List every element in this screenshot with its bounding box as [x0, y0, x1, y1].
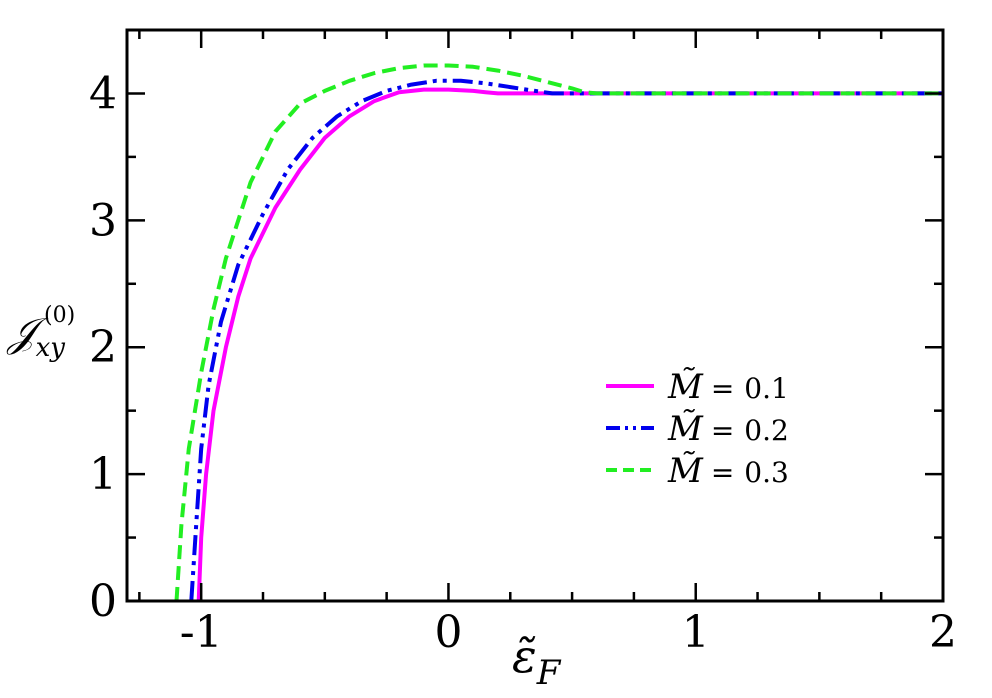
- y-axis-label-sup: (0): [44, 303, 75, 328]
- series-layer: [174, 63, 943, 601]
- ticks-layer: [127, 28, 945, 603]
- x-tick-label: 2: [929, 607, 957, 658]
- series-line-3: [174, 63, 943, 601]
- legend-label-1: M̃ = 0.1: [667, 367, 789, 407]
- y-tick-label: 0: [89, 576, 117, 627]
- x-tick-label: -1: [180, 607, 223, 658]
- y-tick-label: 1: [89, 449, 117, 500]
- series-line-2: [189, 78, 943, 601]
- x-axis-label-main: ε̃: [512, 629, 537, 683]
- plot-frame: [125, 28, 945, 603]
- series-line-1: [196, 87, 943, 601]
- legend: M̃ = 0.1M̃ = 0.2M̃ = 0.3: [606, 367, 789, 491]
- y-tick-label: 4: [89, 68, 117, 119]
- x-axis-label-sub: F: [536, 653, 562, 693]
- x-tick-label: 1: [682, 607, 710, 658]
- tick-labels-layer: -1 0 1 2 0 1 2 3 4: [89, 68, 957, 658]
- y-axis-label: 𝒥xy(0): [6, 303, 75, 363]
- legend-label-3: M̃ = 0.3: [667, 451, 789, 491]
- legend-label-2: M̃ = 0.2: [667, 409, 789, 449]
- y-tick-label: 2: [89, 322, 117, 373]
- y-axis-label-sub: xy: [36, 333, 66, 363]
- y-tick-label: 3: [89, 195, 117, 246]
- x-axis-label: ε̃F: [512, 629, 562, 693]
- x-tick-label: 0: [434, 607, 462, 658]
